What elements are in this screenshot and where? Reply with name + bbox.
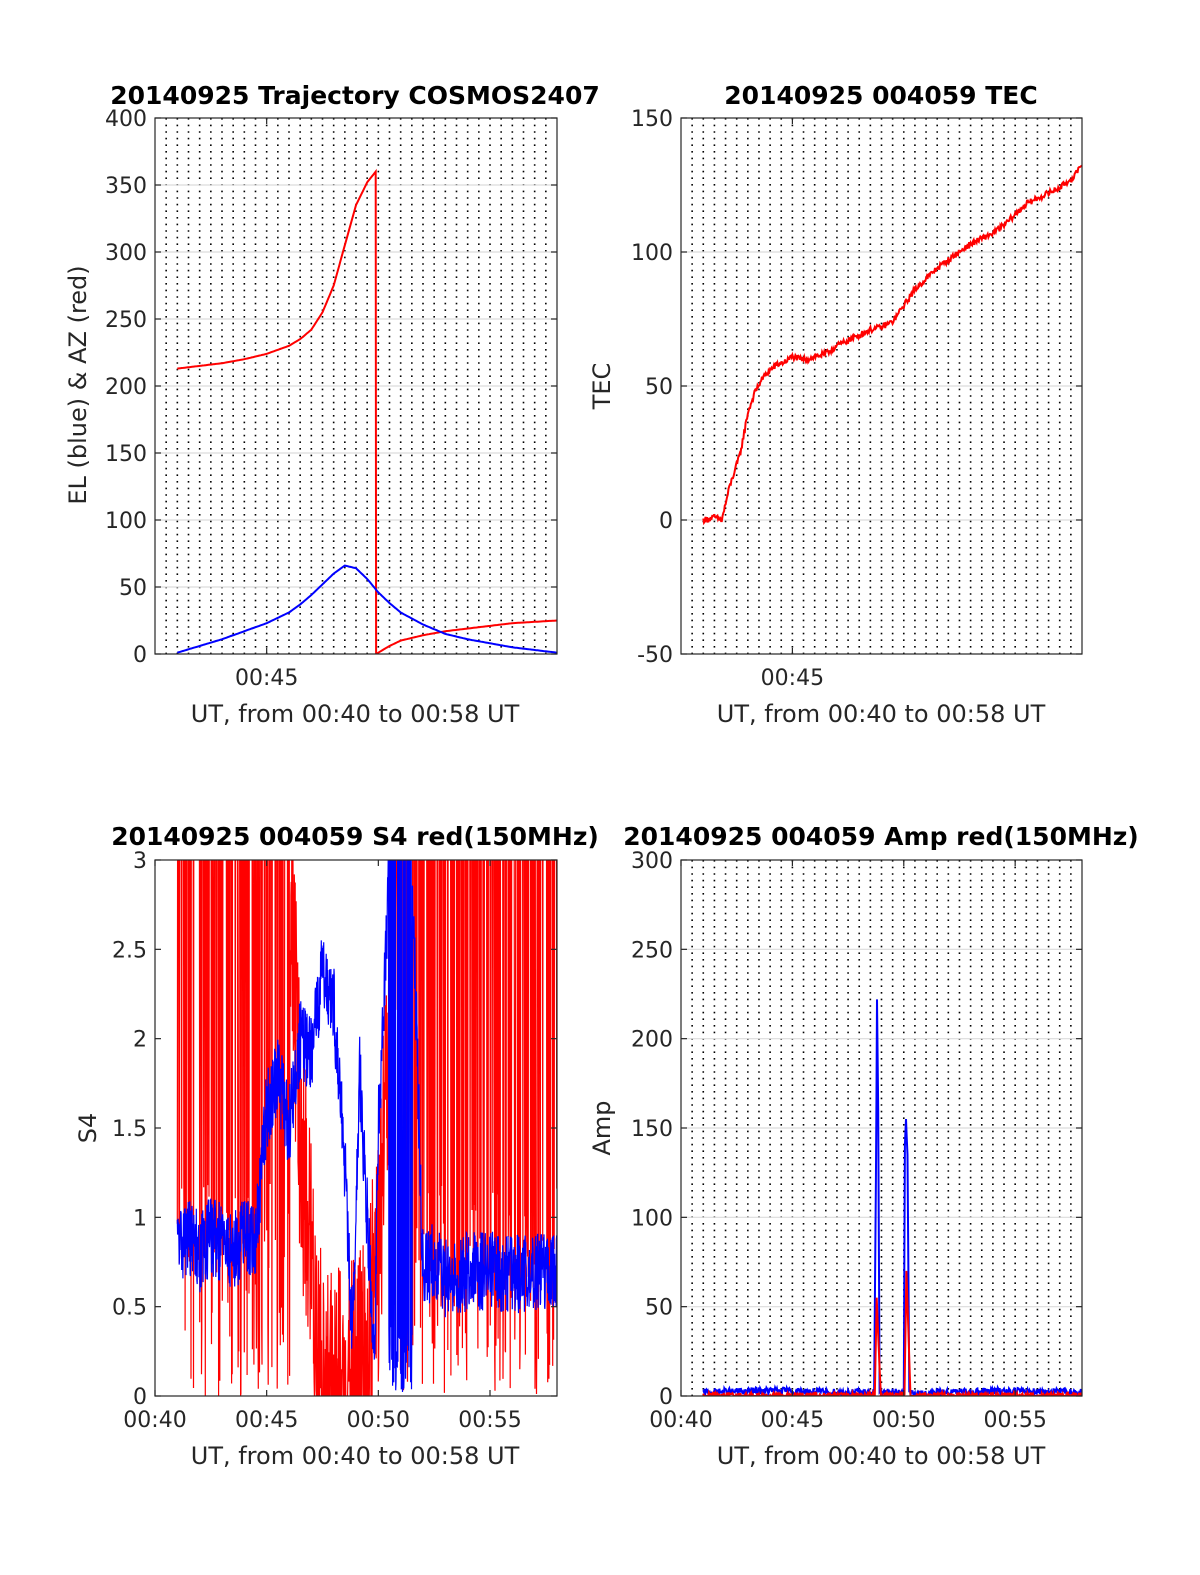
x-tick-label: 00:50 [347,1408,410,1433]
y-tick-label: 1.5 [112,1117,147,1142]
x-tick-label: 00:45 [761,1408,824,1433]
y-tick-label: 200 [631,1028,673,1053]
y-axis-label: EL (blue) & AZ (red) [64,265,92,504]
y-tick-label: 0 [133,643,147,668]
x-tick-label: 00:45 [761,666,824,691]
x-tick-label: 00:40 [123,1408,186,1433]
y-tick-label: 2.5 [112,938,147,963]
panel-s4: 20140925 004059 S4 red(150MHz) UT, from … [74,822,599,1470]
x-tick-label: 00:45 [235,1408,298,1433]
series-line-blue [176,860,557,1393]
y-axis-label: S4 [74,1113,102,1144]
y-tick-label: 50 [119,576,147,601]
y-tick-label: 200 [105,375,147,400]
x-axis-label: UT, from 00:40 to 00:58 UT [717,700,1046,728]
y-tick-label: 0 [133,1385,147,1410]
chart-title: 20140925 Trajectory COSMOS2407 [110,81,600,110]
series-line-blue [702,999,1082,1396]
y-tick-label: 150 [631,107,673,132]
chart-title: 20140925 004059 Amp red(150MHz) [623,822,1139,851]
y-tick-label: 0 [659,1385,673,1410]
y-tick-label: 2 [133,1028,147,1053]
y-tick-label: 50 [645,1296,673,1321]
series-group [702,999,1082,1396]
series-group [702,164,1082,526]
plot-area: 0 50 100 150 200 250 300 350 400 00:45 [105,107,558,691]
chart-title: 20140925 004059 TEC [724,81,1037,110]
series-line-tec [702,164,1082,526]
y-tick-label: 250 [105,308,147,333]
series-group [176,168,557,654]
y-tick-label: 100 [105,509,147,534]
panel-amp: 20140925 004059 Amp red(150MHz) UT, from… [588,822,1139,1470]
x-tick-label: 00:45 [235,666,298,691]
x-axis-label: UT, from 00:40 to 00:58 UT [191,1442,520,1470]
x-tick-label: 00:55 [983,1408,1046,1433]
y-axis-label: TEC [588,363,616,411]
y-tick-label: 150 [105,442,147,467]
panel-trajectory: 20140925 Trajectory COSMOS2407 UT, from … [64,81,600,728]
y-tick-label: 150 [631,1117,673,1142]
chart-title: 20140925 004059 S4 red(150MHz) [111,822,599,851]
x-axis-label: UT, from 00:40 to 00:58 UT [191,700,520,728]
x-tick-label: 00:40 [649,1408,712,1433]
panel-tec: 20140925 004059 TEC UT, from 00:40 to 00… [588,81,1083,728]
x-tick-label: 00:55 [458,1408,521,1433]
y-tick-label: 1 [133,1206,147,1231]
y-tick-label: 300 [631,849,673,874]
y-tick-label: 100 [631,1206,673,1231]
series-line-red [176,860,557,1396]
y-tick-label: 100 [631,241,673,266]
plot-area: 0 0.5 1 1.5 2 2.5 3 00:40 00:45 00:50 00:55 [112,849,558,1433]
x-tick-label: 00:50 [872,1408,935,1433]
y-tick-label: -50 [637,643,673,668]
x-axis-label: UT, from 00:40 to 00:58 UT [717,1442,1046,1470]
series-line-red [702,1270,1082,1396]
series-group [176,860,557,1396]
series-line-el [176,564,557,654]
series-line-az [177,168,557,654]
y-tick-label: 0.5 [112,1296,147,1321]
y-tick-label: 50 [645,375,673,400]
y-tick-label: 400 [105,107,147,132]
plot-area: -50 0 50 100 150 00:45 [631,107,1083,691]
plot-area: 0 50 100 150 200 250 300 00:40 00:45 00:50 00:55 [631,849,1083,1433]
y-tick-label: 0 [659,509,673,534]
y-tick-label: 350 [105,174,147,199]
y-tick-label: 3 [133,849,147,874]
y-tick-label: 300 [105,241,147,266]
y-tick-label: 250 [631,938,673,963]
y-axis-label: Amp [588,1100,616,1155]
